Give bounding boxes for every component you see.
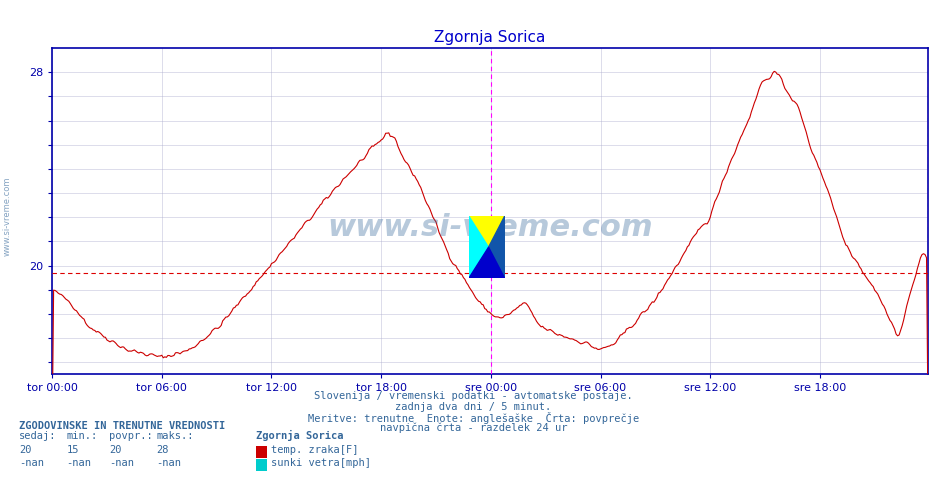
Text: zadnja dva dni / 5 minut.: zadnja dva dni / 5 minut. xyxy=(396,402,551,412)
Text: maks.:: maks.: xyxy=(156,431,194,441)
Text: www.si-vreme.com: www.si-vreme.com xyxy=(328,213,652,242)
Text: Slovenija / vremenski podatki - avtomatske postaje.: Slovenija / vremenski podatki - avtomats… xyxy=(314,391,633,401)
Text: 20: 20 xyxy=(19,444,31,455)
Text: -nan: -nan xyxy=(19,457,44,468)
Text: 15: 15 xyxy=(66,444,79,455)
Text: 20: 20 xyxy=(109,444,121,455)
Text: sedaj:: sedaj: xyxy=(19,431,57,441)
Text: -nan: -nan xyxy=(109,457,134,468)
Polygon shape xyxy=(489,216,505,278)
Text: min.:: min.: xyxy=(66,431,98,441)
Text: navpična črta - razdelek 24 ur: navpična črta - razdelek 24 ur xyxy=(380,423,567,433)
Text: temp. zraka[F]: temp. zraka[F] xyxy=(271,444,358,455)
Text: ZGODOVINSKE IN TRENUTNE VREDNOSTI: ZGODOVINSKE IN TRENUTNE VREDNOSTI xyxy=(19,420,225,431)
Text: sunki vetra[mph]: sunki vetra[mph] xyxy=(271,457,371,468)
Text: povpr.:: povpr.: xyxy=(109,431,152,441)
Polygon shape xyxy=(469,216,489,278)
Text: -nan: -nan xyxy=(156,457,181,468)
Text: Zgornja Sorica: Zgornja Sorica xyxy=(256,430,343,441)
Polygon shape xyxy=(469,247,505,278)
Text: 28: 28 xyxy=(156,444,169,455)
Text: www.si-vreme.com: www.si-vreme.com xyxy=(3,176,12,256)
Text: -nan: -nan xyxy=(66,457,91,468)
Title: Zgornja Sorica: Zgornja Sorica xyxy=(435,30,545,46)
Text: Meritve: trenutne  Enote: anglešaške  Črta: povprečje: Meritve: trenutne Enote: anglešaške Črta… xyxy=(308,412,639,424)
